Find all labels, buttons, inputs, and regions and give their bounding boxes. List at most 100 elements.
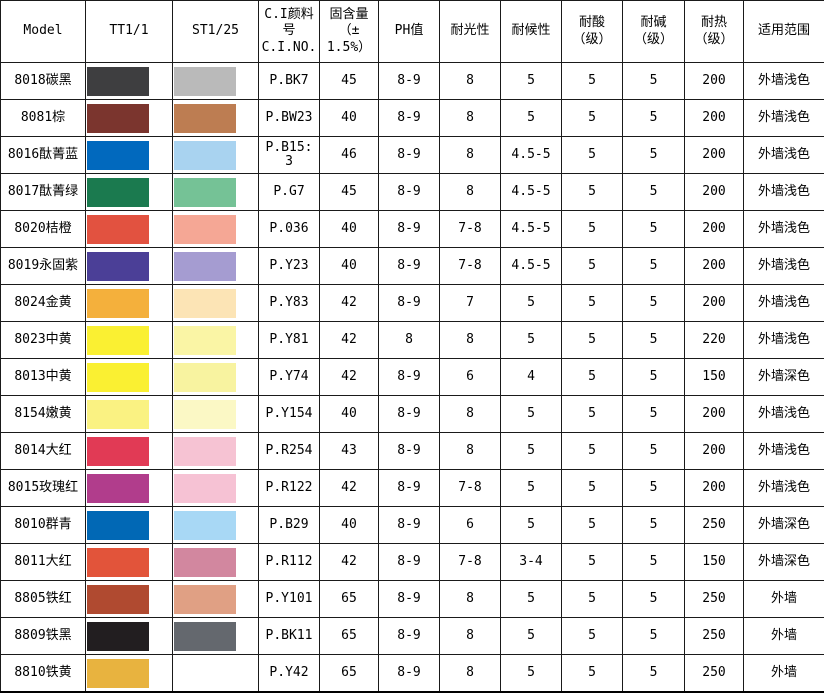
cell-acid: 5 xyxy=(561,284,623,322)
cell-range: 外墙深色 xyxy=(743,358,824,396)
cell-acid: 5 xyxy=(561,580,623,618)
cell-ph: 8-9 xyxy=(378,210,440,248)
cell-ci: P.Y83 xyxy=(258,284,320,322)
table-row: 8081棕 P.BW23 40 8-9 8 5 5 5 200 外墙浅色 xyxy=(0,99,824,137)
table-row: 8018碳黑 P.BK7 45 8-9 8 5 5 5 200 外墙浅色 xyxy=(0,62,824,100)
cell-alkali: 5 xyxy=(622,543,685,581)
cell-ci: P.Y154 xyxy=(258,395,320,433)
cell-alkali: 5 xyxy=(622,247,685,285)
cell-tt-swatch xyxy=(85,136,173,174)
cell-light: 8 xyxy=(439,173,501,211)
cell-ci: P.Y23 xyxy=(258,247,320,285)
tt-color-swatch xyxy=(87,399,149,429)
table-row: 8810铁黄 P.Y42 65 8-9 8 5 5 5 250 外墙 xyxy=(0,654,824,693)
cell-ci: P.B15: 3 xyxy=(258,136,320,174)
cell-st-swatch xyxy=(172,173,259,211)
st-color-swatch xyxy=(174,510,236,540)
cell-weather: 4.5-5 xyxy=(500,173,562,211)
cell-range: 外墙浅色 xyxy=(743,395,824,433)
cell-range: 外墙深色 xyxy=(743,543,824,581)
st-color-swatch xyxy=(174,362,236,392)
cell-tt-swatch xyxy=(85,580,173,618)
cell-tt-swatch xyxy=(85,284,173,322)
cell-heat: 200 xyxy=(684,247,744,285)
st-color-swatch xyxy=(174,547,236,577)
st-color-swatch xyxy=(174,177,236,207)
tt-color-swatch xyxy=(87,473,149,503)
cell-tt-swatch xyxy=(85,469,173,507)
cell-weather: 5 xyxy=(500,99,562,137)
tt-color-swatch xyxy=(87,584,149,614)
cell-st-swatch xyxy=(172,469,259,507)
cell-light: 7-8 xyxy=(439,469,501,507)
cell-range: 外墙浅色 xyxy=(743,247,824,285)
column-header-acid: 耐酸 （级） xyxy=(561,0,623,63)
cell-solid: 46 xyxy=(319,136,379,174)
tt-color-swatch xyxy=(87,251,149,281)
cell-weather: 5 xyxy=(500,62,562,100)
column-header-ph: PH值 xyxy=(378,0,440,63)
cell-tt-swatch xyxy=(85,395,173,433)
cell-light: 8 xyxy=(439,136,501,174)
cell-ph: 8 xyxy=(378,321,440,359)
cell-solid: 65 xyxy=(319,617,379,655)
cell-heat: 250 xyxy=(684,617,744,655)
cell-model: 8014大红 xyxy=(0,432,86,470)
cell-weather: 4.5-5 xyxy=(500,210,562,248)
cell-model: 8018碳黑 xyxy=(0,62,86,100)
cell-acid: 5 xyxy=(561,136,623,174)
cell-light: 8 xyxy=(439,580,501,618)
table-row: 8809铁黑 P.BK11 65 8-9 8 5 5 5 250 外墙 xyxy=(0,617,824,655)
cell-ci: P.Y42 xyxy=(258,654,320,693)
cell-solid: 42 xyxy=(319,543,379,581)
cell-range: 外墙浅色 xyxy=(743,136,824,174)
cell-ci: P.R122 xyxy=(258,469,320,507)
cell-ph: 8-9 xyxy=(378,580,440,618)
cell-acid: 5 xyxy=(561,173,623,211)
cell-tt-swatch xyxy=(85,247,173,285)
column-header-weather: 耐候性 xyxy=(500,0,562,63)
cell-st-swatch xyxy=(172,358,259,396)
cell-light: 8 xyxy=(439,321,501,359)
cell-model: 8023中黄 xyxy=(0,321,86,359)
cell-solid: 40 xyxy=(319,99,379,137)
cell-alkali: 5 xyxy=(622,432,685,470)
cell-alkali: 5 xyxy=(622,210,685,248)
tt-color-swatch xyxy=(87,362,149,392)
table-row: 8019永固紫 P.Y23 40 8-9 7-8 4.5-5 5 5 200 外墙浅色 xyxy=(0,247,824,285)
cell-range: 外墙浅色 xyxy=(743,62,824,100)
cell-st-swatch xyxy=(172,654,259,693)
cell-light: 8 xyxy=(439,99,501,137)
column-header-ci: C.I颜料 号 C.I.NO. xyxy=(258,0,320,63)
cell-solid: 42 xyxy=(319,358,379,396)
cell-solid: 42 xyxy=(319,469,379,507)
cell-weather: 5 xyxy=(500,469,562,507)
table-row: 8013中黄 P.Y74 42 8-9 6 4 5 5 150 外墙深色 xyxy=(0,358,824,396)
cell-ph: 8-9 xyxy=(378,284,440,322)
cell-light: 7-8 xyxy=(439,210,501,248)
cell-range: 外墙深色 xyxy=(743,506,824,544)
cell-st-swatch xyxy=(172,99,259,137)
table-row: 8017酞菁绿 P.G7 45 8-9 8 4.5-5 5 5 200 外墙浅色 xyxy=(0,173,824,211)
cell-range: 外墙浅色 xyxy=(743,321,824,359)
cell-light: 6 xyxy=(439,358,501,396)
cell-solid: 40 xyxy=(319,395,379,433)
cell-weather: 5 xyxy=(500,617,562,655)
cell-st-swatch xyxy=(172,247,259,285)
cell-weather: 5 xyxy=(500,321,562,359)
cell-alkali: 5 xyxy=(622,358,685,396)
cell-acid: 5 xyxy=(561,469,623,507)
cell-ci: P.R254 xyxy=(258,432,320,470)
header-row: Model TT1/1 ST1/25 C.I颜料 号 C.I.NO. 固含量 （± 1.… xyxy=(0,0,824,63)
st-color-swatch xyxy=(174,584,236,614)
column-header-solid: 固含量 （± 1.5%） xyxy=(319,0,379,63)
tt-color-swatch xyxy=(87,177,149,207)
cell-tt-swatch xyxy=(85,654,173,693)
cell-alkali: 5 xyxy=(622,62,685,100)
cell-ph: 8-9 xyxy=(378,247,440,285)
cell-st-swatch xyxy=(172,432,259,470)
cell-weather: 5 xyxy=(500,395,562,433)
tt-color-swatch xyxy=(87,214,149,244)
cell-light: 6 xyxy=(439,506,501,544)
cell-ci: P.G7 xyxy=(258,173,320,211)
